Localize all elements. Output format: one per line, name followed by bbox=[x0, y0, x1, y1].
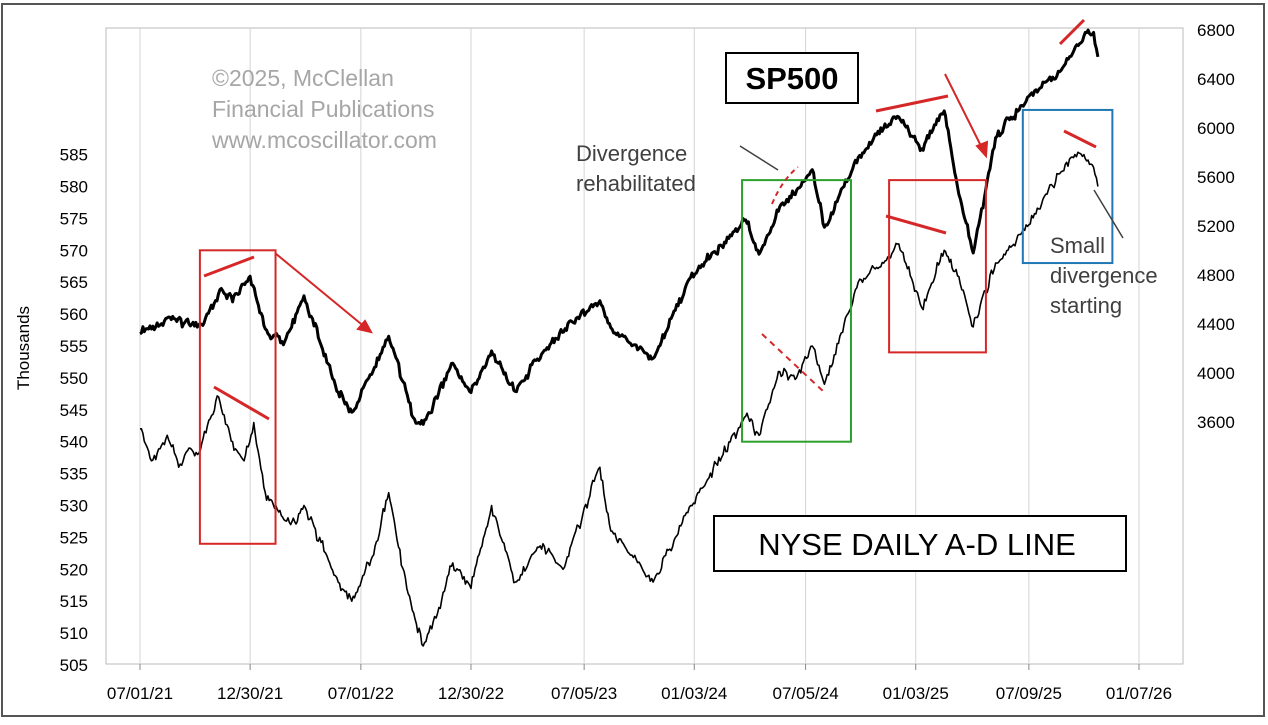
note-line: starting bbox=[1050, 293, 1122, 318]
x-tick-label: 07/05/24 bbox=[773, 684, 839, 703]
y-left-tick-label: 520 bbox=[60, 560, 88, 579]
y-left-tick-label: 510 bbox=[60, 624, 88, 643]
divergence-mark-ad-2025 bbox=[885, 214, 947, 235]
y-left-tick-label: 505 bbox=[60, 656, 88, 675]
ad-line-label: NYSE DAILY A-D LINE bbox=[713, 515, 1127, 572]
sp500-label-text: SP500 bbox=[745, 61, 838, 96]
pointer-small-divergence bbox=[1093, 189, 1124, 239]
arrow-2022-head bbox=[356, 319, 373, 334]
x-tick-label: 01/07/26 bbox=[1106, 684, 1172, 703]
sp500-label-box bbox=[725, 52, 859, 104]
y-right-tick-label: 4800 bbox=[1197, 266, 1235, 285]
divergence-mark-sp-2025b bbox=[1058, 18, 1086, 46]
divergence-mark-sp-2021 bbox=[203, 255, 255, 278]
x-tick-label: 07/05/23 bbox=[551, 684, 617, 703]
y-right-tick-label: 4400 bbox=[1197, 315, 1235, 334]
arrow-2022 bbox=[274, 252, 367, 329]
y-right-tick-label: 6800 bbox=[1197, 21, 1235, 40]
sp500-label: SP500 bbox=[725, 52, 859, 104]
divergence-mark-ad-2024 bbox=[761, 333, 825, 393]
divergence-marks bbox=[203, 18, 1097, 421]
y-left-tick-label: 585 bbox=[60, 146, 88, 165]
note-divergence-rehabilitated: Divergence rehabilitated bbox=[576, 141, 696, 196]
x-tick-label: 01/03/25 bbox=[883, 684, 949, 703]
note-line: Divergence bbox=[576, 141, 687, 166]
y-left-tick-label: 555 bbox=[60, 337, 88, 356]
y-left-tick-label: 565 bbox=[60, 273, 88, 292]
note-small-divergence: Small divergence starting bbox=[1050, 233, 1158, 318]
y-left-tick-label: 525 bbox=[60, 528, 88, 547]
note-line: Small bbox=[1050, 233, 1105, 258]
x-tick-label: 07/01/21 bbox=[107, 684, 173, 703]
y-left-tick-label: 545 bbox=[60, 401, 88, 420]
y-right-tick-label: 5200 bbox=[1197, 217, 1235, 236]
y-left-tick-label: 535 bbox=[60, 465, 88, 484]
y-left-tick-label: 570 bbox=[60, 241, 88, 260]
y-left-tick-label: 540 bbox=[60, 433, 88, 452]
divergence-mark-sp-2025 bbox=[875, 94, 949, 113]
x-tick-label: 12/30/22 bbox=[438, 684, 504, 703]
series-line-ad bbox=[139, 151, 1099, 647]
annotation-box bbox=[888, 179, 987, 354]
y-axis-left: 505 510 515 520 525 530 535 540 545 550 555 560 565 5… bbox=[60, 146, 88, 675]
y-right-tick-label: 6000 bbox=[1197, 119, 1235, 138]
y-right-tick-label: 5600 bbox=[1197, 168, 1235, 187]
series-line-sp500 bbox=[139, 28, 1100, 426]
y-right-tick-label: 6400 bbox=[1197, 70, 1235, 89]
note-line: rehabilitated bbox=[576, 171, 696, 196]
x-tick-label: 01/03/24 bbox=[661, 684, 727, 703]
red-arrows bbox=[274, 73, 989, 334]
watermark: ©2025, McClellan Financial Publications ww… bbox=[211, 65, 437, 153]
ad-line-label-text: NYSE DAILY A-D LINE bbox=[758, 527, 1076, 562]
watermark-line: Financial Publications bbox=[212, 96, 434, 122]
annotation-boxes bbox=[198, 108, 1114, 545]
y-left-tick-label: 530 bbox=[60, 497, 88, 516]
ad-line-label-box bbox=[713, 515, 1127, 572]
y-left-tick-label: 560 bbox=[60, 305, 88, 324]
y-axis-label: Thousands bbox=[14, 306, 33, 390]
divergence-mark-sp-2024 bbox=[771, 166, 799, 205]
annotation-box bbox=[198, 249, 277, 545]
pointer-lines bbox=[739, 145, 1124, 239]
pointer-divergence-rehabilitated bbox=[739, 145, 779, 171]
y-left-tick-label: 515 bbox=[60, 592, 88, 611]
y-axis-right: 3600 4000 4400 4800 5200 5600 6000 6400 6800 bbox=[1197, 21, 1235, 432]
divergence-mark-ad-2021 bbox=[213, 385, 270, 421]
annotation-box bbox=[741, 179, 852, 443]
y-right-tick-label: 4000 bbox=[1197, 364, 1235, 383]
y-right-tick-label: 3600 bbox=[1197, 413, 1235, 432]
divergence-mark-ad-2025b bbox=[1063, 129, 1097, 149]
x-axis: 07/01/21 12/30/21 07/01/22 12/30/22 07/05/23… bbox=[107, 664, 1172, 703]
x-tick-label: 07/01/22 bbox=[328, 684, 394, 703]
watermark-line: ©2025, McClellan bbox=[212, 65, 394, 91]
y-left-tick-label: 575 bbox=[60, 209, 88, 228]
x-tick-label: 07/09/25 bbox=[996, 684, 1062, 703]
watermark-line: www.mcoscillator.com bbox=[211, 127, 437, 153]
y-left-tick-label: 550 bbox=[60, 369, 88, 388]
arrow-2025 bbox=[944, 73, 984, 151]
y-left-tick-label: 580 bbox=[60, 178, 88, 197]
note-line: divergence bbox=[1050, 263, 1158, 288]
series-group bbox=[139, 28, 1100, 647]
x-tick-label: 12/30/21 bbox=[217, 684, 283, 703]
arrow-2025-head bbox=[975, 140, 989, 159]
annotation-box bbox=[1021, 108, 1114, 265]
